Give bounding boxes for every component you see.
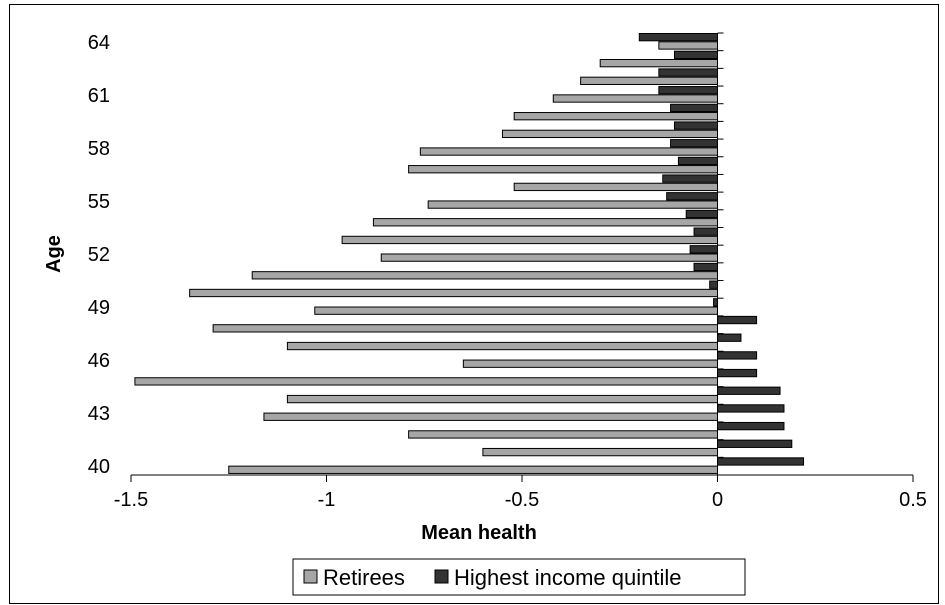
- y-tick-label: 61: [88, 85, 110, 107]
- bar-retirees-64: [658, 41, 718, 50]
- bar-highest-income-quintile-47: [717, 333, 742, 342]
- bar-retirees-56: [513, 182, 718, 192]
- y-tick-label: 64: [88, 32, 110, 54]
- bar-retirees-40: [228, 465, 718, 474]
- legend-swatch-retirees: [303, 569, 318, 584]
- ticks-group: -1.5 -1 -0.5 0 0.5 40 43 46 49 52 55 58 61 64: [88, 32, 927, 511]
- y-tick-label: 43: [88, 403, 110, 425]
- bar-highest-income-quintile-40: [717, 457, 805, 466]
- bar-highest-income-quintile-60: [670, 103, 719, 113]
- bar-retirees-50: [189, 288, 718, 298]
- bar-highest-income-quintile-64: [638, 33, 718, 42]
- bar-retirees-46: [462, 359, 718, 368]
- bar-retirees-49: [314, 306, 718, 315]
- legend-label-retirees: Retirees: [323, 565, 405, 590]
- y-tick-label: 49: [88, 297, 110, 319]
- bar-highest-income-quintile-63: [673, 50, 718, 59]
- bar-highest-income-quintile-50: [709, 280, 718, 289]
- bar-retirees-57: [408, 165, 718, 174]
- bar-highest-income-quintile-42: [717, 421, 785, 431]
- y-tick-label: 40: [88, 456, 110, 478]
- x-tick-label: -1.5: [114, 489, 148, 511]
- legend-box: [292, 558, 746, 596]
- bar-highest-income-quintile-49: [713, 298, 719, 307]
- bar-retirees-59: [501, 129, 719, 139]
- x-tick-label: 0: [712, 489, 723, 511]
- x-tick-label: 0.5: [899, 489, 927, 511]
- bar-retirees-61: [552, 94, 719, 103]
- bar-highest-income-quintile-62: [658, 68, 718, 77]
- bar-highest-income-quintile-58: [670, 139, 719, 148]
- y-tick-label: 46: [88, 350, 110, 372]
- bar-highest-income-quintile-41: [717, 439, 793, 448]
- bar-retirees-42: [408, 430, 718, 439]
- y-tick-label: 55: [88, 191, 110, 213]
- bar-retirees-51: [251, 271, 719, 280]
- bar-retirees-54: [372, 218, 718, 227]
- legend: Retirees Highest income quintile: [292, 558, 746, 596]
- bar-retirees-63: [599, 58, 719, 68]
- bar-retirees-62: [580, 76, 719, 85]
- bar-retirees-60: [513, 112, 718, 121]
- bar-highest-income-quintile-61: [658, 86, 718, 95]
- y-tick-label: 58: [88, 138, 110, 160]
- bar-highest-income-quintile-46: [717, 351, 758, 360]
- bar-retirees-58: [419, 147, 718, 156]
- x-axis-title: Mean health: [421, 522, 537, 544]
- bar-retirees-45: [134, 377, 719, 386]
- bar-highest-income-quintile-45: [717, 368, 758, 378]
- bar-retirees-44: [286, 394, 718, 404]
- bar-highest-income-quintile-54: [685, 209, 718, 219]
- bars-group: [134, 33, 805, 474]
- chart-svg: -1.5 -1 -0.5 0 0.5 40 43 46 49 52 55 58 61 64 Mean he…: [43, 32, 927, 596]
- x-tick-label: -0.5: [505, 489, 539, 511]
- bar-retirees-47: [286, 341, 718, 351]
- y-tick-label: 52: [88, 244, 110, 266]
- y-axis-title: Age: [43, 235, 65, 273]
- bar-retirees-43: [263, 412, 718, 421]
- bar-highest-income-quintile-53: [693, 227, 718, 236]
- bar-retirees-55: [427, 200, 718, 209]
- x-tick-label: -1: [318, 489, 336, 511]
- bar-retirees-48: [212, 324, 719, 333]
- chart-frame: -1.5 -1 -0.5 0 0.5 40 43 46 49 52 55 58 61 64 Mean he…: [9, 4, 939, 604]
- bar-highest-income-quintile-56: [662, 174, 719, 183]
- legend-label-highest-income-quintile: Highest income quintile: [454, 565, 681, 590]
- bar-highest-income-quintile-43: [717, 404, 785, 413]
- bar-highest-income-quintile-57: [677, 156, 719, 166]
- bar-highest-income-quintile-44: [717, 386, 781, 395]
- legend-swatch-highest-income-quintile: [434, 569, 449, 584]
- bar-highest-income-quintile-51: [693, 262, 718, 272]
- bar-highest-income-quintile-48: [717, 315, 758, 325]
- bar-retirees-41: [482, 447, 718, 457]
- bar-highest-income-quintile-55: [666, 192, 718, 201]
- bar-highest-income-quintile-52: [689, 245, 719, 254]
- bar-retirees-53: [341, 235, 718, 245]
- bar-retirees-52: [380, 253, 718, 262]
- bar-highest-income-quintile-59: [673, 121, 718, 130]
